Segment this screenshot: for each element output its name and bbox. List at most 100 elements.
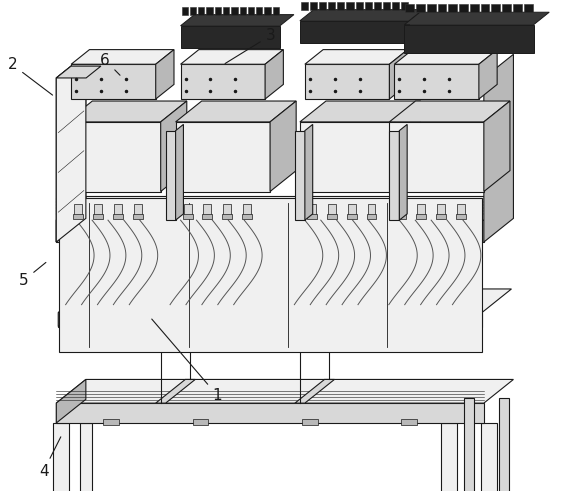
Polygon shape xyxy=(222,215,233,219)
Polygon shape xyxy=(240,7,246,15)
Polygon shape xyxy=(56,196,86,242)
Polygon shape xyxy=(305,64,390,99)
Polygon shape xyxy=(368,205,376,216)
Polygon shape xyxy=(524,4,533,12)
Polygon shape xyxy=(365,1,372,10)
Polygon shape xyxy=(404,25,534,53)
Polygon shape xyxy=(56,66,101,78)
Polygon shape xyxy=(56,196,513,220)
Polygon shape xyxy=(319,1,326,10)
Polygon shape xyxy=(448,4,457,12)
Polygon shape xyxy=(113,215,123,219)
Polygon shape xyxy=(437,4,446,12)
Polygon shape xyxy=(513,4,522,12)
Polygon shape xyxy=(58,289,511,312)
Polygon shape xyxy=(93,215,103,219)
Polygon shape xyxy=(401,419,417,425)
Polygon shape xyxy=(190,7,196,15)
Polygon shape xyxy=(176,101,296,122)
Polygon shape xyxy=(356,1,363,10)
Polygon shape xyxy=(181,15,294,26)
Polygon shape xyxy=(346,1,354,10)
Polygon shape xyxy=(347,205,356,216)
Polygon shape xyxy=(58,289,88,327)
Polygon shape xyxy=(300,101,421,122)
Polygon shape xyxy=(198,7,204,15)
Polygon shape xyxy=(184,205,191,216)
Polygon shape xyxy=(416,215,426,219)
Polygon shape xyxy=(243,205,251,216)
Polygon shape xyxy=(305,50,408,64)
Polygon shape xyxy=(390,131,399,220)
Polygon shape xyxy=(270,101,296,191)
Polygon shape xyxy=(66,101,187,122)
Polygon shape xyxy=(481,4,489,12)
Polygon shape xyxy=(302,419,318,425)
Polygon shape xyxy=(248,7,254,15)
Polygon shape xyxy=(265,7,271,15)
Polygon shape xyxy=(310,1,317,10)
Polygon shape xyxy=(203,205,211,216)
Text: 4: 4 xyxy=(39,437,61,479)
Polygon shape xyxy=(390,50,408,99)
Polygon shape xyxy=(328,205,336,216)
Polygon shape xyxy=(207,7,213,15)
Polygon shape xyxy=(337,1,345,10)
Polygon shape xyxy=(58,312,482,327)
Polygon shape xyxy=(437,205,445,216)
Polygon shape xyxy=(392,1,399,10)
Polygon shape xyxy=(295,131,305,220)
Polygon shape xyxy=(156,379,195,403)
Polygon shape xyxy=(224,205,231,216)
Polygon shape xyxy=(256,7,262,15)
Polygon shape xyxy=(374,1,381,10)
Text: 1: 1 xyxy=(152,319,222,403)
Polygon shape xyxy=(56,379,513,403)
Polygon shape xyxy=(347,215,356,219)
Polygon shape xyxy=(295,379,334,403)
Polygon shape xyxy=(156,50,174,99)
Polygon shape xyxy=(181,50,283,64)
Polygon shape xyxy=(56,54,86,242)
Polygon shape xyxy=(272,7,279,15)
Polygon shape xyxy=(114,205,122,216)
Polygon shape xyxy=(390,101,510,122)
Polygon shape xyxy=(484,54,513,242)
Polygon shape xyxy=(479,50,497,99)
Polygon shape xyxy=(399,124,407,220)
Polygon shape xyxy=(396,215,406,219)
Polygon shape xyxy=(74,205,82,216)
Polygon shape xyxy=(94,205,102,216)
Polygon shape xyxy=(133,215,143,219)
Polygon shape xyxy=(300,10,423,21)
Polygon shape xyxy=(71,50,174,64)
Polygon shape xyxy=(231,7,238,15)
Polygon shape xyxy=(436,215,446,219)
Polygon shape xyxy=(71,64,156,99)
Polygon shape xyxy=(203,215,212,219)
Polygon shape xyxy=(499,398,509,492)
Polygon shape xyxy=(301,1,308,10)
Polygon shape xyxy=(405,4,414,12)
Polygon shape xyxy=(181,26,280,48)
Polygon shape xyxy=(53,423,69,492)
Polygon shape xyxy=(59,198,482,352)
Polygon shape xyxy=(181,64,265,99)
Polygon shape xyxy=(193,419,208,425)
Polygon shape xyxy=(176,124,184,220)
Polygon shape xyxy=(176,122,270,191)
Polygon shape xyxy=(394,50,497,64)
Polygon shape xyxy=(441,423,457,492)
Polygon shape xyxy=(464,398,474,492)
Polygon shape xyxy=(390,122,484,191)
Polygon shape xyxy=(491,4,501,12)
Polygon shape xyxy=(394,101,421,191)
Polygon shape xyxy=(56,403,484,423)
Polygon shape xyxy=(242,215,252,219)
Polygon shape xyxy=(56,379,86,423)
Polygon shape xyxy=(166,131,176,220)
Polygon shape xyxy=(404,12,549,25)
Polygon shape xyxy=(367,215,377,219)
Polygon shape xyxy=(459,4,468,12)
Polygon shape xyxy=(394,64,479,99)
